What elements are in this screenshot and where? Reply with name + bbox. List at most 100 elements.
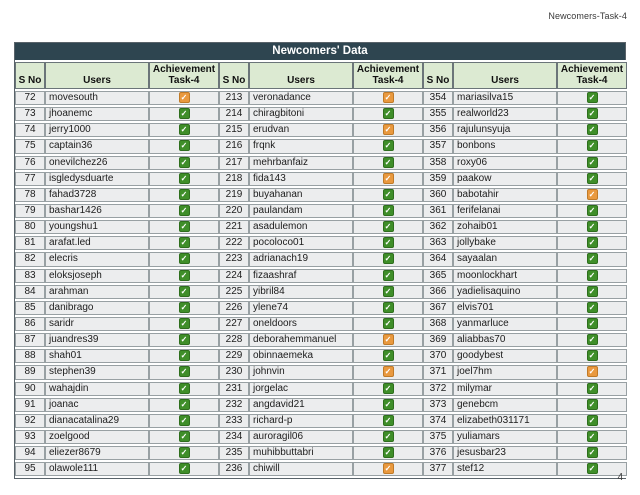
achievement-cell: ✓ (353, 316, 423, 332)
checkmark-green-icon: ✓ (586, 301, 598, 313)
checkmark-green-icon: ✓ (382, 140, 394, 152)
achievement-cell: ✓ (353, 300, 423, 315)
achievement-cell: ✓ (353, 446, 423, 461)
achievement-cell: ✓ (353, 252, 423, 267)
serial-number-cell: 78 (15, 187, 45, 202)
table-row: 94 eliezer8679 ✓ 235 muhibbuttabri ✓ 376 jesusb… (15, 446, 627, 461)
achievement-cell: ✓ (557, 123, 627, 138)
col-header-achievement: Achievement Task-4 (557, 62, 627, 89)
username-cell: obinnaemeka (249, 349, 353, 364)
table-row: 75 captain36 ✓ 216 frqnk ✓ 357 bonbons ✓ (15, 139, 627, 154)
checkmark-green-icon: ✓ (586, 463, 598, 475)
serial-number-cell: 366 (423, 284, 453, 299)
serial-number-cell: 90 (15, 381, 45, 396)
serial-number-cell: 369 (423, 333, 453, 348)
achievement-cell: ✓ (557, 236, 627, 251)
checkmark-green-icon: ✓ (178, 414, 190, 426)
achievement-cell: ✓ (149, 429, 219, 445)
col-header-users: Users (45, 62, 149, 89)
username-cell: danibrago (45, 300, 149, 315)
serial-number-cell: 82 (15, 252, 45, 267)
username-cell: bonbons (453, 139, 557, 154)
achievement-cell: ✓ (353, 139, 423, 154)
username-cell: elizabeth031171 (453, 413, 557, 428)
achievement-cell: ✓ (149, 139, 219, 154)
serial-number-cell: 93 (15, 429, 45, 445)
col-header-achievement: Achievement Task-4 (353, 62, 423, 89)
newcomers-table: Newcomers' Data S No Users Achievement Tas… (14, 42, 627, 480)
table-row: 95 olawole111 ✓ 236 chiwill ✓ 377 stef12 ✓ (15, 462, 627, 477)
checkmark-orange-icon: ✓ (382, 92, 394, 103)
checkmark-green-icon: ✓ (586, 334, 598, 346)
checkmark-green-icon: ✓ (178, 108, 190, 120)
checkmark-green-icon: ✓ (178, 398, 190, 410)
achievement-cell: ✓ (557, 203, 627, 219)
serial-number-cell: 234 (219, 429, 249, 445)
serial-number-cell: 365 (423, 268, 453, 283)
checkmark-orange-icon: ✓ (382, 334, 394, 346)
checkmark-green-icon: ✓ (178, 156, 190, 168)
username-cell: muhibbuttabri (249, 446, 353, 461)
checkmark-green-icon: ✓ (178, 172, 190, 184)
checkmark-green-icon: ✓ (178, 350, 190, 362)
username-cell: rajulunsyuja (453, 123, 557, 138)
achievement-cell: ✓ (353, 220, 423, 235)
username-cell: movesouth (45, 91, 149, 106)
username-cell: onevilchez26 (45, 155, 149, 170)
achievement-cell: ✓ (557, 139, 627, 154)
serial-number-cell: 88 (15, 349, 45, 364)
achievement-cell: ✓ (557, 91, 627, 106)
username-cell: shah01 (45, 349, 149, 364)
achievement-cell: ✓ (353, 333, 423, 348)
serial-number-cell: 375 (423, 429, 453, 445)
serial-number-cell: 358 (423, 155, 453, 170)
checkmark-green-icon: ✓ (586, 430, 598, 442)
checkmark-green-icon: ✓ (382, 430, 394, 442)
username-cell: elvis701 (453, 300, 557, 315)
table-header: S No Users Achievement Task-4 S No Users Achi… (15, 62, 627, 89)
username-cell: arafat.led (45, 236, 149, 251)
achievement-cell: ✓ (149, 333, 219, 348)
serial-number-cell: 357 (423, 139, 453, 154)
serial-number-cell: 91 (15, 397, 45, 412)
serial-number-cell: 84 (15, 284, 45, 299)
checkmark-green-icon: ✓ (586, 350, 598, 362)
table-row: 85 danibrago ✓ 226 ylene74 ✓ 367 elvis701 ✓ (15, 300, 627, 315)
serial-number-cell: 377 (423, 462, 453, 477)
checkmark-green-icon: ✓ (178, 253, 190, 265)
table-row: 86 saridr ✓ 227 oneldoors ✓ 368 yanmarluce ✓ (15, 316, 627, 332)
achievement-cell: ✓ (353, 429, 423, 445)
checkmark-green-icon: ✓ (586, 237, 598, 249)
serial-number-cell: 220 (219, 203, 249, 219)
checkmark-green-icon: ✓ (586, 124, 598, 136)
username-cell: moonlockhart (453, 268, 557, 283)
username-cell: dianacatalina29 (45, 413, 149, 428)
table-title: Newcomers' Data (15, 43, 625, 60)
achievement-cell: ✓ (557, 462, 627, 477)
table-row: 78 fahad3728 ✓ 219 buyahanan ✓ 360 babotahir ✓ (15, 187, 627, 202)
checkmark-green-icon: ✓ (382, 204, 394, 216)
achievement-cell: ✓ (149, 203, 219, 219)
serial-number-cell: 219 (219, 187, 249, 202)
username-cell: fizaashraf (249, 268, 353, 283)
col-header-sno: S No (423, 62, 453, 89)
serial-number-cell: 79 (15, 203, 45, 219)
checkmark-green-icon: ✓ (382, 350, 394, 362)
username-cell: fida143 (249, 171, 353, 186)
checkmark-green-icon: ✓ (586, 204, 598, 216)
serial-number-cell: 374 (423, 413, 453, 428)
achievement-cell: ✓ (149, 397, 219, 412)
serial-number-cell: 373 (423, 397, 453, 412)
achievement-cell: ✓ (353, 187, 423, 202)
col-header-users: Users (249, 62, 353, 89)
username-cell: eloksjoseph (45, 268, 149, 283)
serial-number-cell: 73 (15, 107, 45, 122)
username-cell: deborahemmanuel (249, 333, 353, 348)
username-cell: zoelgood (45, 429, 149, 445)
username-cell: arahman (45, 284, 149, 299)
checkmark-green-icon: ✓ (382, 253, 394, 265)
col-header-sno: S No (219, 62, 249, 89)
serial-number-cell: 360 (423, 187, 453, 202)
achievement-cell: ✓ (353, 91, 423, 106)
username-cell: aliabbas70 (453, 333, 557, 348)
